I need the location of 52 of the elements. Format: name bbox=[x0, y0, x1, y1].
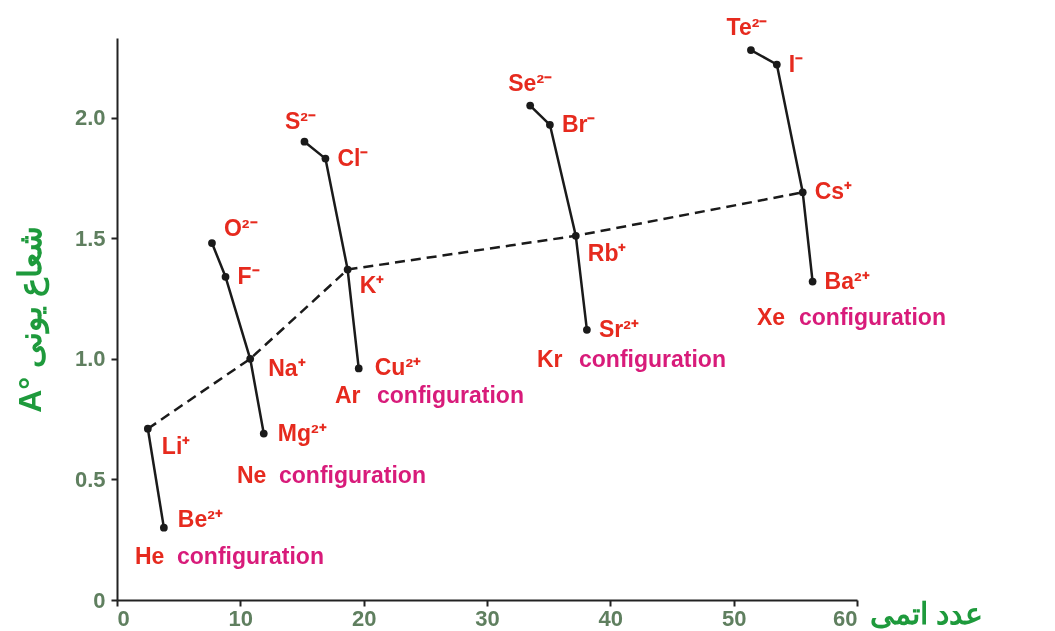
x-tick-label: 10 bbox=[228, 605, 254, 631]
annotation: Ar configuration bbox=[335, 382, 524, 408]
data-label: Cl⁻ bbox=[337, 144, 369, 171]
point bbox=[583, 325, 591, 334]
point bbox=[221, 272, 230, 281]
x-tick-label: 40 bbox=[598, 605, 624, 631]
data-label: I⁻ bbox=[788, 50, 804, 77]
x-tick-label: 50 bbox=[721, 605, 747, 631]
annotation: Xe configuration bbox=[757, 304, 946, 330]
point bbox=[159, 523, 168, 532]
point bbox=[526, 101, 535, 110]
data-label: Cs⁺ bbox=[814, 178, 853, 205]
point bbox=[208, 239, 216, 247]
point bbox=[259, 429, 268, 438]
y-tick-label: 0 bbox=[93, 587, 106, 613]
point bbox=[808, 277, 817, 286]
point bbox=[246, 354, 255, 363]
annotation: He configuration bbox=[135, 543, 324, 569]
point bbox=[798, 188, 807, 197]
data-label: S²⁻ bbox=[284, 107, 316, 134]
data-label: O²⁻ bbox=[223, 215, 258, 242]
data-label: Cu²⁺ bbox=[374, 354, 422, 381]
data-label: Li⁺ bbox=[161, 432, 191, 459]
data-label: Sr²⁺ bbox=[598, 315, 639, 342]
data-label: F⁻ bbox=[237, 262, 260, 289]
data-label: Rb⁺ bbox=[587, 239, 627, 266]
x-axis-title: عدد اتمی bbox=[869, 596, 983, 630]
data-label: K⁺ bbox=[359, 271, 385, 298]
point bbox=[300, 137, 309, 146]
y-tick-label: 1.5 bbox=[74, 225, 106, 251]
data-label: Te²⁻ bbox=[726, 14, 768, 41]
y-axis-title: A° شعاع یونی bbox=[11, 226, 50, 413]
data-label: Mg²⁺ bbox=[277, 419, 327, 446]
y-tick-label: 0.5 bbox=[74, 466, 106, 492]
data-label: Ba²⁺ bbox=[824, 267, 870, 294]
data-label: Br⁻ bbox=[561, 110, 596, 137]
point bbox=[354, 364, 363, 373]
y-tick-label: 2.0 bbox=[74, 105, 106, 131]
point bbox=[321, 154, 330, 163]
x-tick-label: 0 bbox=[117, 605, 130, 631]
point bbox=[546, 120, 554, 129]
point bbox=[772, 60, 781, 69]
data-label: Be²⁺ bbox=[177, 505, 223, 532]
data-label: Se²⁻ bbox=[508, 69, 553, 96]
x-tick-label: 60 bbox=[833, 605, 858, 631]
data-label: Na⁺ bbox=[268, 354, 306, 381]
annotation: Ne configuration bbox=[237, 462, 426, 488]
point bbox=[747, 46, 755, 54]
x-tick-label: 30 bbox=[475, 605, 500, 631]
y-tick-label: 1.0 bbox=[74, 346, 106, 372]
annotation: Kr configuration bbox=[537, 346, 726, 372]
x-tick-label: 20 bbox=[351, 605, 377, 631]
